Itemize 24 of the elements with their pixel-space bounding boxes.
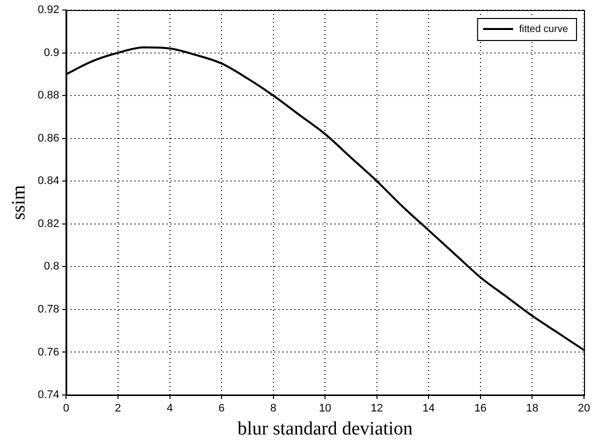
x-tick-label: 6 bbox=[218, 402, 225, 415]
y-tick-label: 0.76 bbox=[38, 346, 60, 358]
y-tick-label: 0.88 bbox=[38, 90, 60, 102]
y-tick-label: 0.74 bbox=[38, 389, 60, 402]
y-tick-label: 0.84 bbox=[38, 175, 60, 188]
y-tick-label: 0.9 bbox=[44, 46, 60, 59]
x-tick-label: 14 bbox=[422, 402, 435, 415]
x-tick-label: 20 bbox=[578, 402, 590, 415]
x-tick-label: 18 bbox=[526, 402, 538, 415]
y-tick-label: 0.8 bbox=[44, 260, 60, 273]
x-tick-label: 4 bbox=[166, 402, 173, 415]
legend-label: fitted curve bbox=[519, 24, 568, 35]
y-tick-label: 0.86 bbox=[38, 132, 60, 144]
x-tick-label: 12 bbox=[370, 402, 384, 415]
y-axis-title: ssim bbox=[8, 184, 30, 220]
y-tick-label: 0.82 bbox=[38, 218, 60, 230]
x-axis-title: blur standard deviation bbox=[238, 418, 414, 440]
y-tick-label: 0.78 bbox=[38, 303, 60, 316]
y-tick-label: 0.92 bbox=[38, 4, 60, 16]
x-tick-label: 10 bbox=[318, 402, 332, 415]
x-tick-label: 0 bbox=[63, 402, 70, 415]
x-tick-label: 16 bbox=[474, 402, 487, 415]
x-tick-label: 2 bbox=[114, 402, 122, 415]
x-tick-label: 8 bbox=[270, 402, 276, 415]
